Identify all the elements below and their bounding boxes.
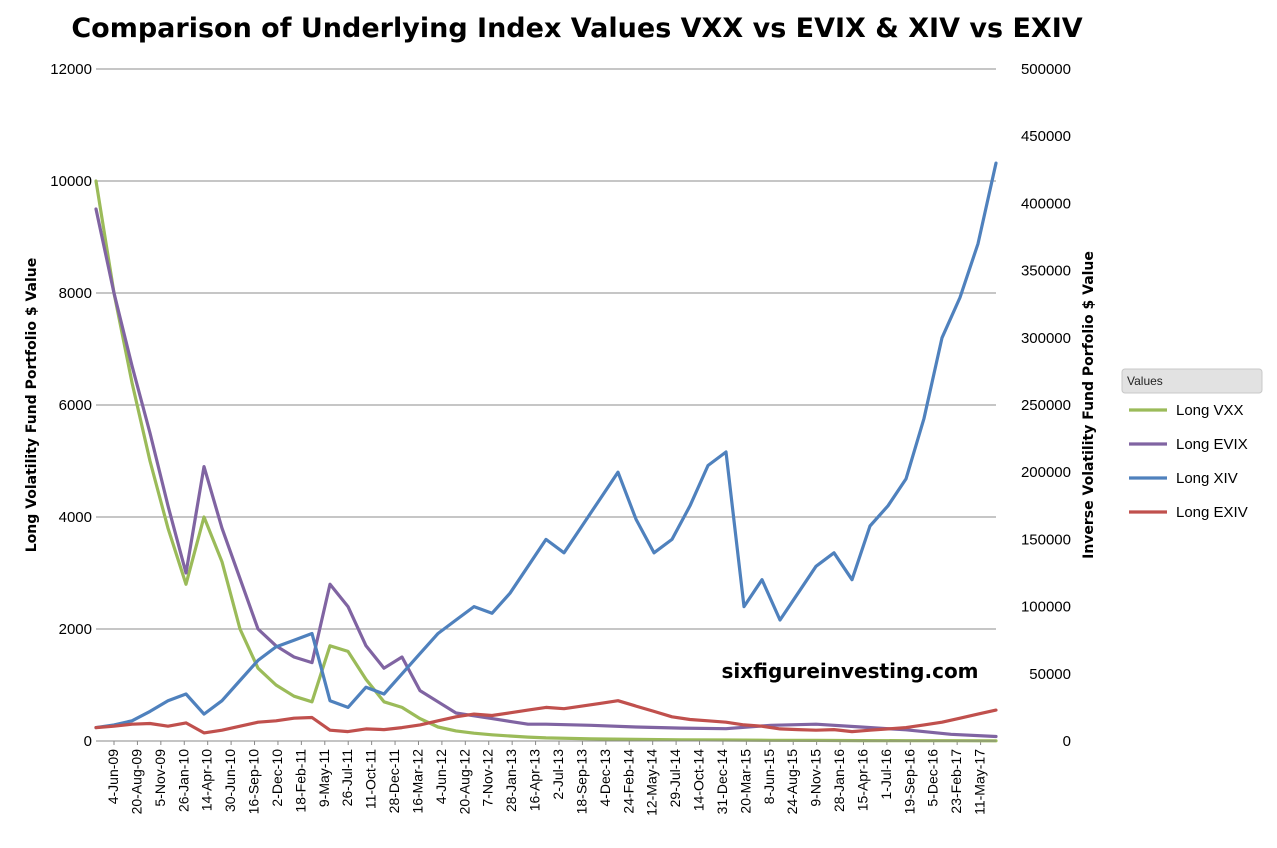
x-tick-label: 9-May-11	[316, 749, 332, 807]
x-tick-label: 20-Aug-12	[456, 749, 472, 815]
x-tick-label: 11-Oct-11	[363, 749, 379, 809]
x-tick-label: 14-Apr-10	[199, 749, 215, 811]
right-axis-ticks: 0 50000 100000 150000 200000 250000 300000 3500…	[1021, 61, 1071, 750]
x-tick-label: 4-Jun-09	[105, 749, 121, 804]
x-tick-label: 16-Mar-12	[409, 749, 425, 814]
left-axis-ticks: 0 2000 4000 6000 8000 10000 12000	[50, 61, 92, 750]
watermark-text: sixfigureinvesting.com	[721, 659, 978, 683]
x-tick-label: 20-Mar-15	[737, 749, 753, 814]
x-tick-label: 31-Dec-14	[714, 749, 730, 815]
right-tick-label: 450000	[1021, 128, 1071, 145]
x-tick-label: 15-Apr-16	[854, 749, 870, 811]
legend-label: Long EVIX	[1176, 436, 1248, 453]
legend-label: Long XIV	[1176, 470, 1238, 487]
right-tick-label: 50000	[1029, 666, 1071, 683]
left-tick-label: 0	[84, 733, 92, 750]
left-tick-label: 6000	[59, 397, 92, 414]
x-tick-label: 28-Dec-11	[386, 749, 402, 814]
x-tick-label: 14-Oct-14	[691, 749, 707, 811]
x-tick-label: 29-Jul-14	[667, 749, 683, 808]
x-tick-label: 16-Apr-13	[527, 749, 543, 811]
left-tick-label: 10000	[50, 173, 92, 190]
legend: Values Long VXX Long EVIX Long XIV Long EXI…	[1121, 368, 1263, 521]
right-tick-label: 0	[1063, 733, 1071, 750]
x-tick-label: 7-Nov-12	[480, 749, 496, 807]
left-tick-label: 8000	[59, 285, 92, 302]
right-tick-label: 200000	[1021, 464, 1071, 481]
right-tick-label: 500000	[1021, 61, 1071, 78]
legend-title: Values	[1127, 374, 1163, 388]
gridlines	[96, 68, 996, 630]
x-tick-label: 1-Jul-16	[878, 749, 894, 800]
x-tick-label: 8-Jun-15	[761, 749, 777, 804]
x-tick-label: 2-Jul-13	[550, 749, 566, 800]
x-tick-label: 26-Jul-11	[339, 749, 355, 807]
legend-title-box	[1121, 368, 1263, 394]
x-tick-label: 11-May-17	[972, 749, 988, 815]
x-tick-label: 24-Aug-15	[784, 749, 800, 815]
left-tick-label: 2000	[59, 621, 92, 638]
right-axis-title: Inverse Volatility Fund Porfolio $ Value	[1081, 251, 1097, 559]
x-tick-label: 4-Dec-13	[597, 749, 613, 807]
right-tick-label: 350000	[1021, 263, 1071, 280]
x-tick-label: 5-Nov-09	[152, 749, 168, 807]
x-tick-label: 18-Sep-13	[573, 749, 589, 815]
x-tick-label: 20-Aug-09	[128, 749, 144, 815]
x-tick-label: 23-Feb-17	[948, 749, 964, 814]
x-tick-label: 5-Dec-16	[925, 749, 941, 807]
x-tick-label: 12-May-14	[644, 749, 660, 816]
series-line-long-xiv	[94, 161, 998, 730]
legend-label: Long EXIV	[1176, 504, 1248, 521]
series-line-long-exiv	[94, 699, 998, 735]
x-axis-ticks: 4-Jun-09 20-Aug-09 5-Nov-09 26-Jan-10 14-Apr…	[105, 741, 988, 816]
x-tick-label: 2-Dec-10	[269, 749, 285, 807]
x-tick-label: 28-Jan-16	[831, 749, 847, 812]
right-tick-label: 300000	[1021, 330, 1071, 347]
series-line-long-evix	[94, 207, 998, 739]
x-tick-label: 9-Nov-15	[808, 749, 824, 807]
right-tick-label: 400000	[1021, 195, 1071, 212]
x-tick-label: 16-Sep-10	[246, 749, 262, 815]
x-tick-label: 28-Jan-13	[503, 749, 519, 812]
x-tick-label: 24-Feb-14	[620, 749, 636, 814]
x-tick-label: 30-Jun-10	[222, 749, 238, 812]
series-line-long-vxx	[94, 179, 998, 743]
right-tick-label: 150000	[1021, 531, 1071, 548]
x-tick-label: 19-Sep-16	[901, 749, 917, 815]
legend-label: Long VXX	[1176, 402, 1244, 419]
chart-title: Comparison of Underlying Index Values VX…	[71, 13, 1082, 44]
left-axis-title: Long Volatility Fund Portfolio $ Value	[24, 258, 40, 552]
x-tick-label: 26-Jan-10	[175, 749, 191, 812]
x-tick-label: 18-Feb-11	[292, 749, 308, 813]
series-lines	[94, 161, 998, 743]
right-tick-label: 250000	[1021, 397, 1071, 414]
left-tick-label: 4000	[59, 509, 92, 526]
x-tick-label: 4-Jun-12	[433, 749, 449, 804]
left-tick-label: 12000	[50, 61, 92, 78]
right-tick-label: 100000	[1021, 599, 1071, 616]
